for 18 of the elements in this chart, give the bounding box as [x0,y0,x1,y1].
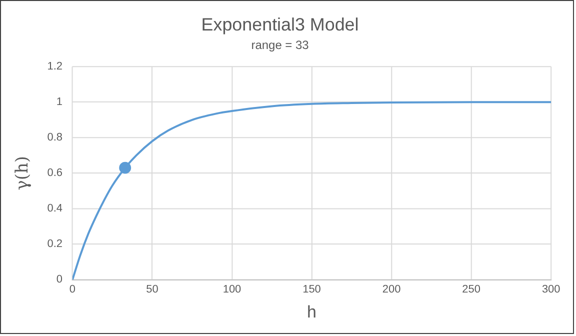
x-tick-label: 150 [302,283,321,296]
y-tick-label: 1.2 [47,60,62,73]
y-tick-label: 0.2 [47,238,62,250]
x-tick-label: 50 [146,283,158,296]
x-tick-label: 100 [222,283,242,296]
y-tick-label: 1 [56,96,62,108]
x-axis-title: h [307,302,316,322]
y-tick-label: 0.6 [47,167,62,180]
x-tick-label: 250 [462,283,480,296]
y-tick-label: 0.4 [47,202,62,215]
x-tick-label: 300 [542,283,560,296]
y-tick-label: 0.8 [47,132,62,144]
chart-subtitle: range = 33 [251,38,310,52]
y-tick-label: 0 [56,274,62,286]
chart-title: Exponential3 Model [201,14,359,35]
x-tick-label: 0 [69,283,76,296]
x-tick-label: 200 [382,283,401,296]
y-axis-title: γ(h) [12,156,32,190]
